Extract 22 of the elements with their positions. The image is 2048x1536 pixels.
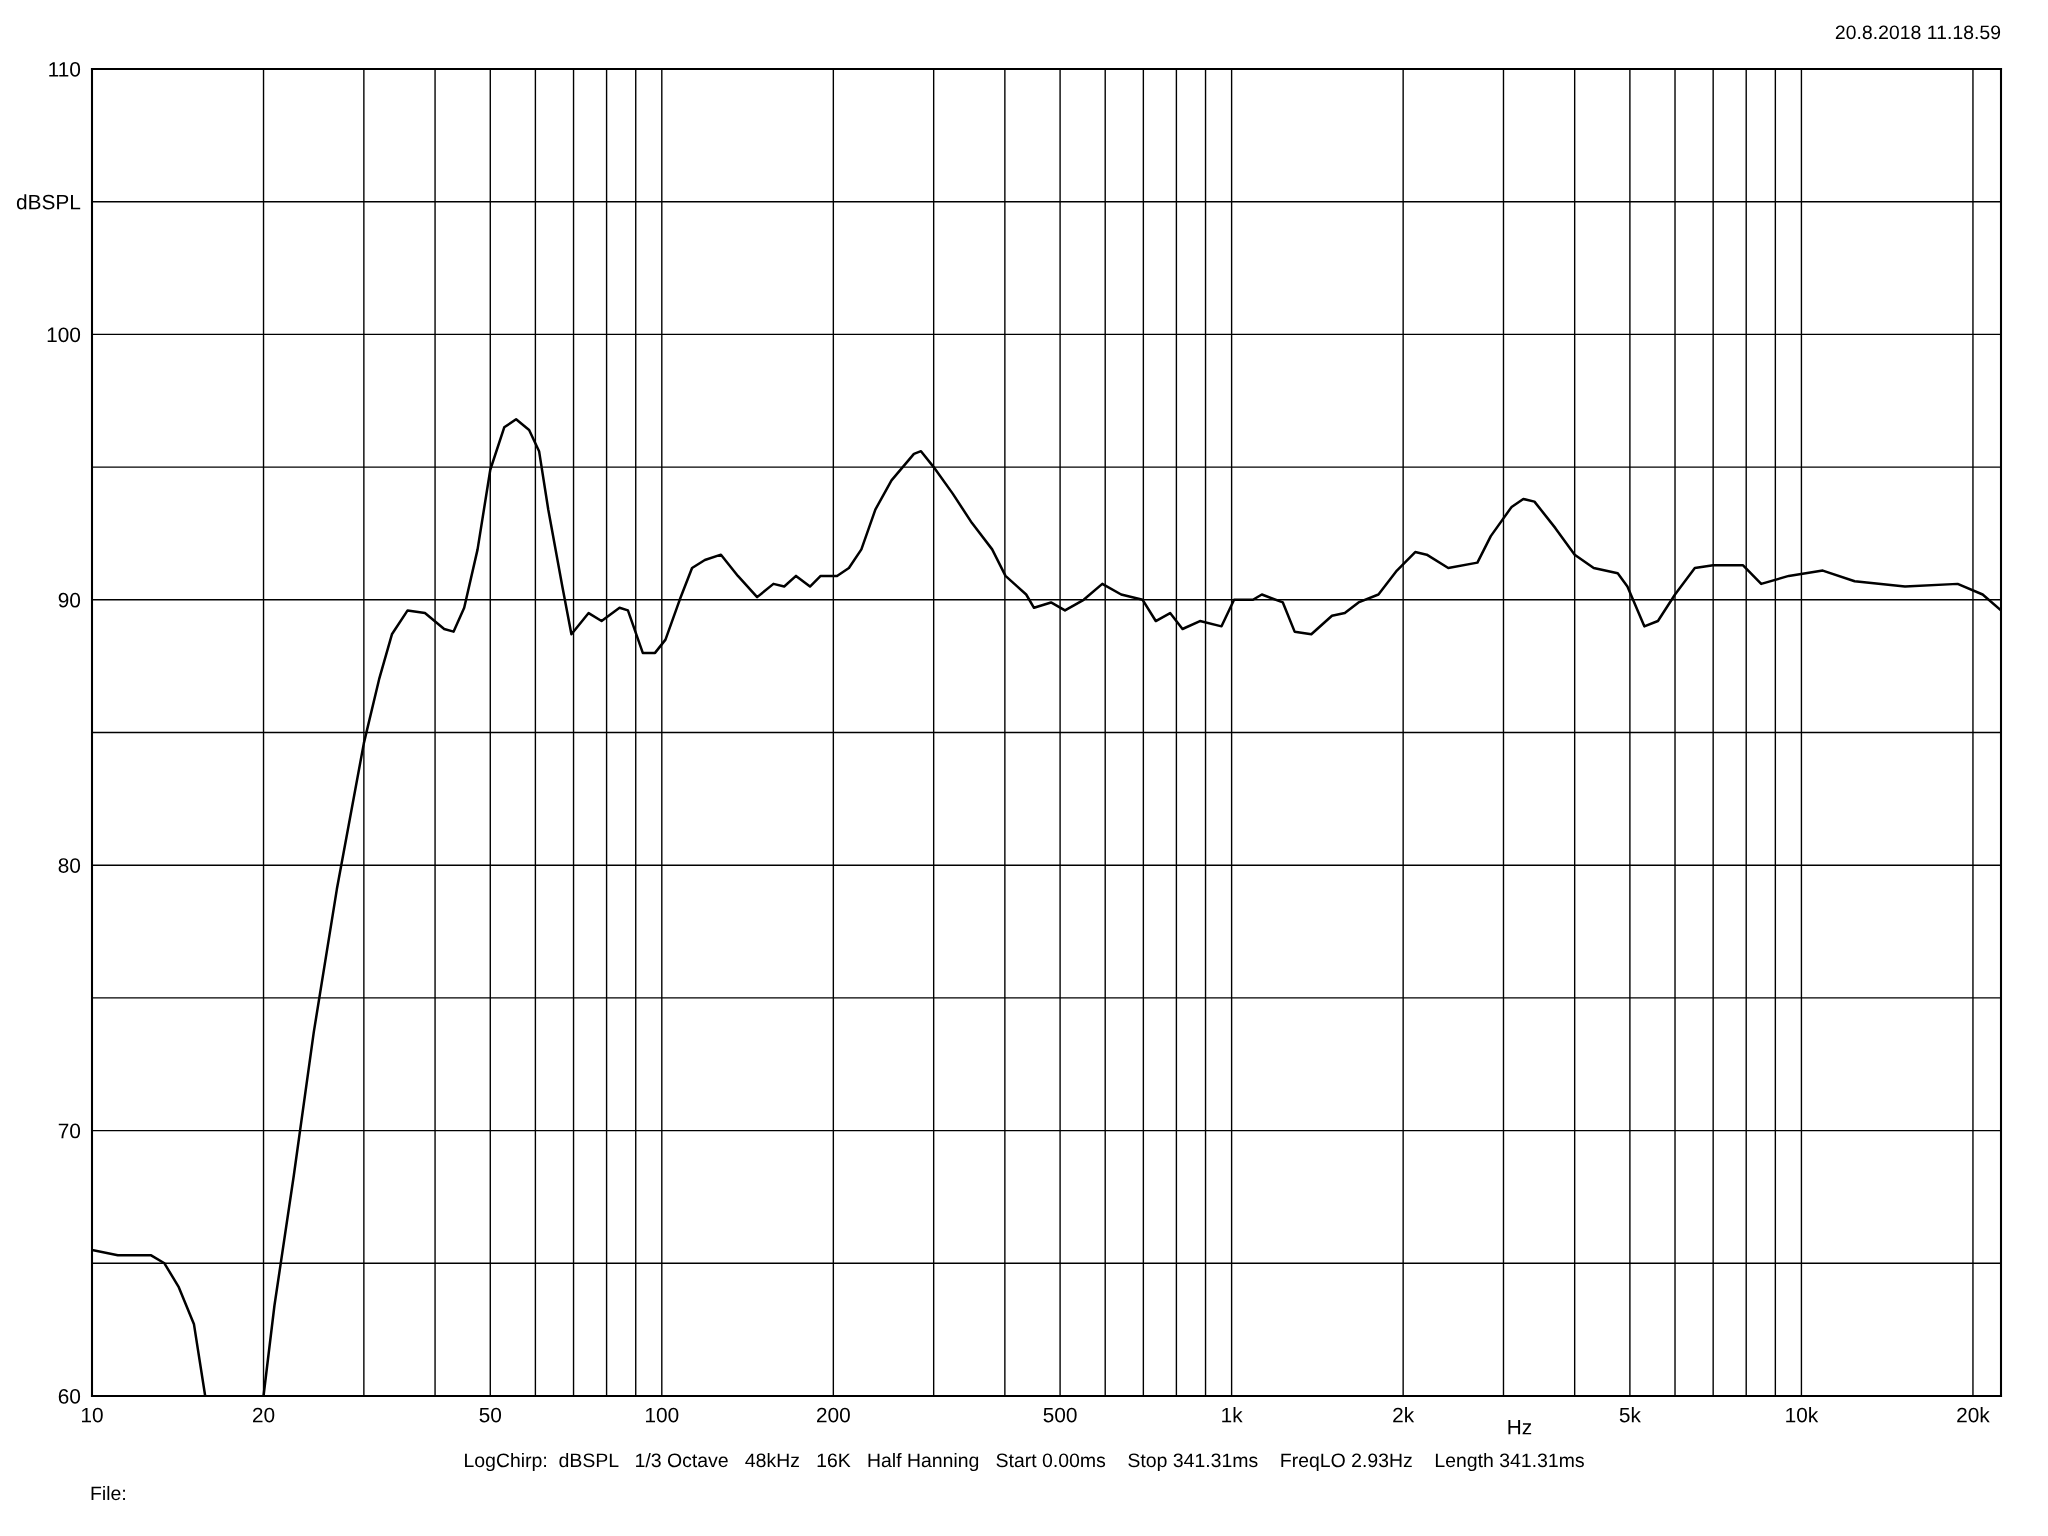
text: 20.8.2018 11.18.59: [1835, 25, 2001, 40]
y-tick-label: 110: [49, 62, 81, 77]
y-tick-label: 90: [58, 592, 81, 608]
x-tick-label: 1k: [1222, 1407, 1243, 1423]
x-tick-label: 200: [817, 1407, 850, 1423]
y-tick-label: 100: [47, 327, 81, 343]
x-tick-label: 10k: [1786, 1407, 1819, 1423]
x-tick-label: 5k: [1619, 1407, 1641, 1423]
x-tick-label: 100: [646, 1407, 679, 1423]
x-tick-label: 20k: [1957, 1407, 1990, 1423]
x-axis-title: Hz: [1508, 1419, 1532, 1435]
x-tick-label: 500: [1043, 1407, 1077, 1423]
x-tick-label: 50: [479, 1407, 502, 1423]
y-tick-label: 80: [58, 858, 81, 873]
text: LogChirp: dBSPL 1/3 Octave 48kHz 16K Half Hanning Start 0.00ms Stop 341.31ms FreqLO 2.93Hz Length 341.31ms: [465, 1452, 1584, 1472]
x-tick-label: 2k: [1393, 1407, 1415, 1423]
x-tick-label: 20: [252, 1407, 275, 1423]
x-tick-label: 10: [82, 1407, 103, 1423]
text: File:: [91, 1485, 125, 1501]
y-tick-label: 60: [58, 1389, 81, 1404]
y-tick-label: 70: [58, 1123, 81, 1139]
y-tick-label: dBSPL: [16, 194, 81, 210]
